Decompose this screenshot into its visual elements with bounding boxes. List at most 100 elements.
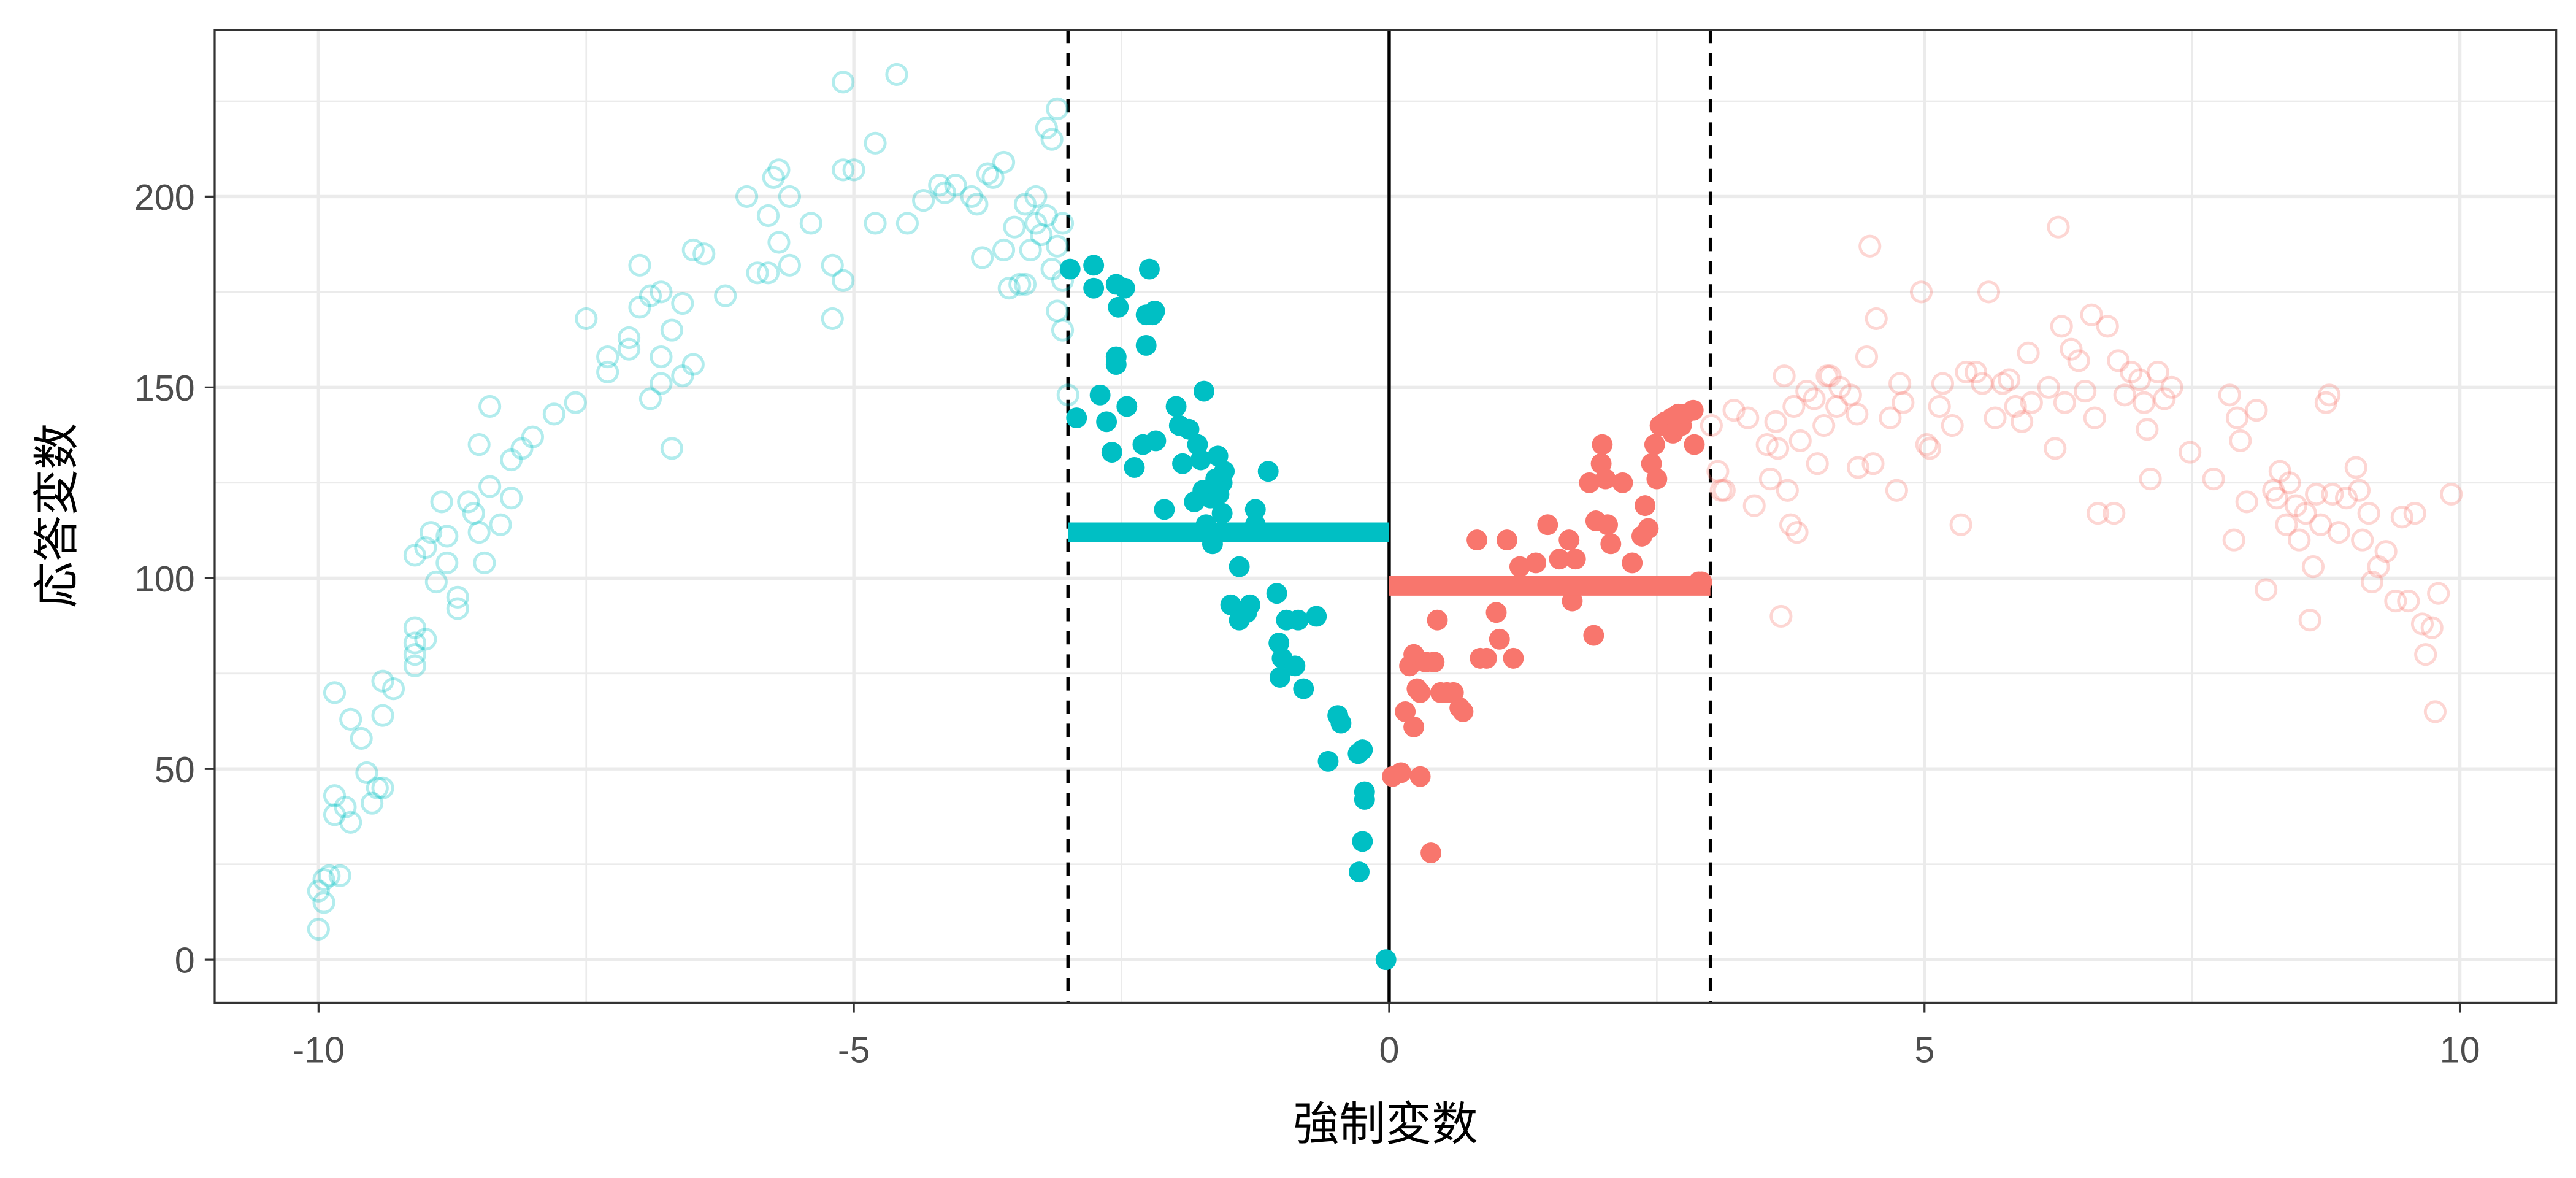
control-open-point xyxy=(767,231,791,254)
control-filled-point xyxy=(1244,499,1266,520)
treated-open-point xyxy=(2262,479,2285,502)
treated-filled-point xyxy=(1684,434,1705,455)
control-open-point xyxy=(1051,318,1075,342)
treated-filled-point xyxy=(1612,472,1633,493)
treated-open-point xyxy=(1861,452,1885,475)
control-open-point xyxy=(912,189,935,212)
treated-open-point xyxy=(2218,383,2241,407)
control-open-point xyxy=(735,185,759,208)
treated-open-point xyxy=(2074,379,2097,403)
treated-open-point xyxy=(2128,368,2152,391)
control-open-point xyxy=(1008,272,1032,296)
control-open-point xyxy=(1030,223,1053,247)
treated-open-point xyxy=(2321,482,2344,506)
treated-open-point xyxy=(1998,368,2021,391)
y-axis-title: 応答変数 xyxy=(29,423,83,608)
control-open-point xyxy=(462,501,486,525)
control-open-point xyxy=(414,628,437,651)
treated-filled-point xyxy=(1644,434,1665,455)
control-open-point xyxy=(1046,97,1069,120)
treated-open-point xyxy=(2414,643,2437,666)
treated-open-point xyxy=(1769,604,1793,628)
treated-open-point xyxy=(2255,578,2278,601)
treated-open-point xyxy=(2160,375,2183,399)
control-open-point xyxy=(414,536,437,560)
control-filled-point xyxy=(1066,407,1087,429)
control-open-point xyxy=(403,631,427,655)
treated-open-point xyxy=(1773,364,1796,388)
treated-open-point xyxy=(2397,590,2420,613)
treated-open-point xyxy=(1758,468,1782,491)
treated-open-point xyxy=(1819,364,1842,388)
control-filled-point xyxy=(1352,739,1373,761)
treated-open-point xyxy=(2420,616,2444,639)
control-open-point xyxy=(467,433,491,456)
treated-open-point xyxy=(1700,414,1723,437)
treated-filled-point xyxy=(1597,514,1619,536)
control-filled-point xyxy=(1190,449,1211,471)
treated-open-point xyxy=(2403,501,2426,525)
treated-open-point xyxy=(1984,406,2007,429)
treated-open-point xyxy=(2037,375,2060,399)
treated-filled-point xyxy=(1579,472,1600,493)
plot-panel-border xyxy=(213,29,2558,1004)
treated-open-point xyxy=(2314,391,2337,414)
control-open-point xyxy=(650,372,673,395)
gridlines xyxy=(215,29,2556,1003)
control-open-point xyxy=(885,63,908,86)
treated-open-point xyxy=(1755,433,1779,456)
control-filled-point xyxy=(1083,255,1105,276)
treated-open-point xyxy=(2202,468,2225,491)
treated-open-point xyxy=(1892,391,1915,414)
treated-open-point xyxy=(1941,414,1964,437)
treated-open-point xyxy=(1736,406,1760,429)
treated-open-point xyxy=(1779,513,1803,536)
control-open-point xyxy=(650,280,673,304)
treated-open-point xyxy=(1931,372,1955,395)
treated-open-point xyxy=(2318,383,2341,407)
treated-open-point xyxy=(1977,280,2001,304)
control-open-point xyxy=(965,193,989,216)
control-filled-point xyxy=(1306,606,1327,627)
treated-open-point xyxy=(2305,482,2328,506)
control-open-point xyxy=(617,326,641,350)
control-filled-point xyxy=(1172,453,1194,474)
control-open-point xyxy=(1013,272,1037,296)
treated-open-point xyxy=(2427,582,2450,605)
control-filled-point xyxy=(1214,461,1235,482)
treated-open-point xyxy=(2153,387,2176,410)
control-open-point xyxy=(1024,185,1048,208)
control-open-point xyxy=(933,181,957,204)
control-filled-point xyxy=(1257,461,1279,482)
treated-filled-point xyxy=(1409,766,1431,787)
x-tick-label: 10 xyxy=(2440,1029,2480,1070)
treated-open-point xyxy=(1865,307,1888,330)
control-open-point xyxy=(542,402,565,426)
data-points xyxy=(307,63,2463,971)
control-filled-point xyxy=(1354,789,1375,810)
treated-open-point xyxy=(2011,410,2034,433)
treated-open-point xyxy=(2096,315,2119,338)
treated-open-point xyxy=(1846,456,1870,479)
y-tick-label: 200 xyxy=(134,177,195,218)
treated-filled-point xyxy=(1622,552,1643,574)
control-open-point xyxy=(371,704,394,727)
treated-filled-point xyxy=(1409,682,1431,703)
treated-open-point xyxy=(2020,391,2043,414)
control-filled-point xyxy=(1284,655,1306,677)
control-open-point xyxy=(864,212,887,235)
control-open-point xyxy=(756,204,780,228)
control-open-point xyxy=(778,185,801,208)
treated-open-point xyxy=(2351,528,2374,552)
control-open-point xyxy=(864,131,887,155)
treated-open-point xyxy=(2367,555,2390,579)
control-open-point xyxy=(435,525,459,548)
control-filled-point xyxy=(1083,277,1105,299)
treated-open-point xyxy=(2107,349,2130,372)
treated-filled-point xyxy=(1537,514,1558,536)
treated-filled-point xyxy=(1395,701,1416,722)
control-open-point xyxy=(660,437,683,460)
treated-open-point xyxy=(1815,364,1839,388)
treated-open-point xyxy=(2265,487,2288,510)
